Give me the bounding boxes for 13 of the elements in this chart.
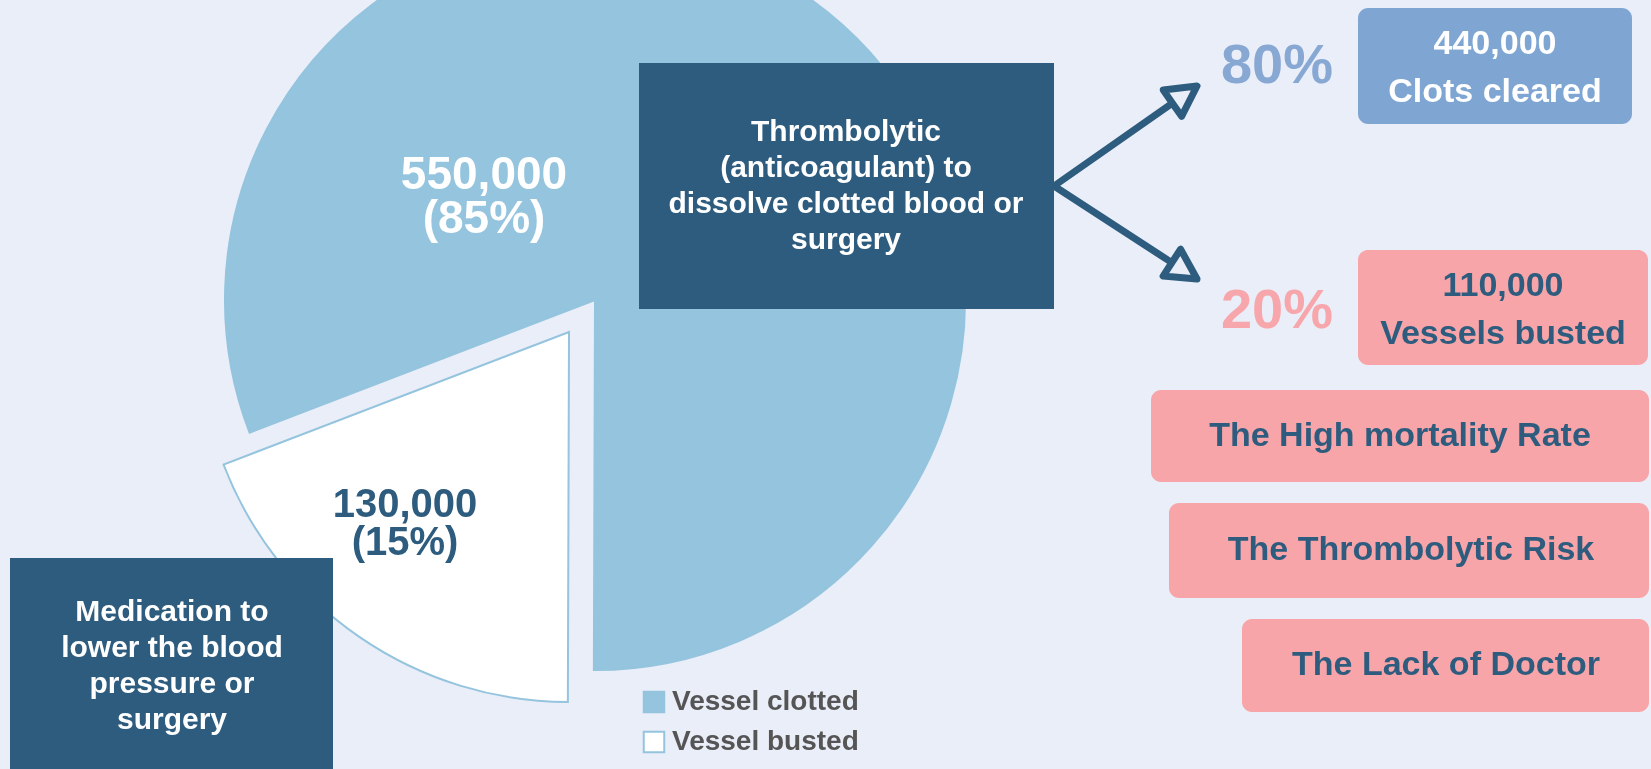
data-label: 550,000 (85%) (400, 147, 568, 243)
text: 20% (1220, 277, 1334, 340)
text: The High mortality Rate (1209, 415, 1591, 453)
text: 80% (1220, 32, 1334, 95)
text: Thrombolytic (anticoagulant) to dissolve clotted blood or surgery (668, 114, 1024, 255)
legend-label: Vessel busted (672, 725, 859, 756)
legend-label: Vessel clotted (672, 685, 859, 716)
text: 110,000 Vessels busted (1380, 265, 1626, 351)
text: The Thrombolytic Risk (1227, 529, 1595, 567)
text: The Lack of Doctor (1292, 644, 1600, 682)
data-label: 130,000 (15%) (332, 481, 478, 563)
text: 440,000 Clots cleared (1388, 23, 1602, 109)
text: Medication to lower the blood pressure or surgery (61, 594, 283, 735)
